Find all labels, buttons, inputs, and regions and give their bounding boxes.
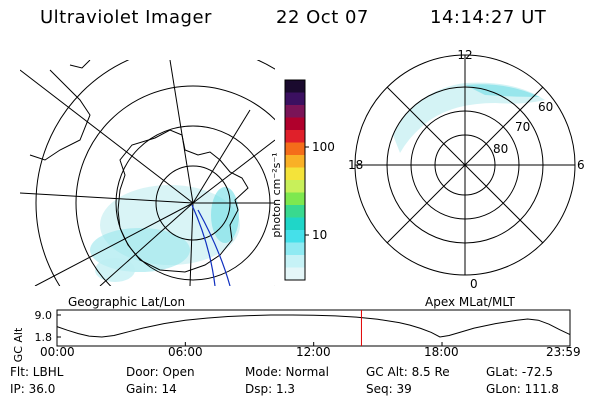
mlt-label-12: 12: [457, 48, 472, 62]
mlat-label-80: 80: [493, 142, 508, 156]
geographic-map: [20, 60, 275, 286]
mode-readout: Mode: Normal: [245, 365, 329, 379]
colorbar-swatch: [285, 80, 305, 93]
altitude-line: [56, 314, 571, 338]
apex-caption: Apex MLat/MLT: [425, 295, 515, 309]
mlt-label-6: 6: [577, 158, 585, 172]
date-label: 22 Oct 07: [276, 7, 369, 28]
ytick-9: 9.0: [35, 309, 53, 322]
auroral-emission-right: [393, 82, 545, 153]
colorbar-swatch: [285, 267, 305, 281]
seq-readout: Seq: 39: [366, 382, 412, 396]
ip-readout: IP: 36.0: [10, 382, 56, 396]
colorbar-swatch: [285, 130, 305, 143]
colorbar: photon cm⁻²s⁻¹: [270, 79, 309, 281]
mlat-label-60: 60: [538, 100, 553, 114]
time-label: 14:14:27 UT: [430, 7, 547, 28]
colorbar-swatch: [285, 167, 305, 181]
mlt-label-18: 18: [348, 158, 363, 172]
colorbar-tick-100: 100: [312, 140, 335, 154]
colorbar-swatch: [285, 255, 305, 268]
auroral-emission-left: [90, 185, 240, 282]
gc-alt-readout: GC Alt: 8.5 Re: [366, 365, 450, 379]
ytick-1-8: 1.8: [35, 331, 53, 344]
colorbar-swatch: [285, 217, 305, 231]
xtick-1200: 12:00: [296, 345, 331, 359]
xtick-0600: 06:00: [168, 345, 203, 359]
mlat-mlt-polar-plot: 12 18 6 0 60 70 80: [348, 48, 585, 291]
instrument-title: Ultraviolet Imager: [40, 7, 212, 28]
mlat-label-70: 70: [515, 120, 530, 134]
colorbar-swatch: [285, 155, 305, 168]
orbit-altitude-chart: GC Alt 9.0 1.8: [12, 309, 571, 362]
colorbar-swatch: [285, 230, 305, 243]
colorbar-swatch: [285, 205, 305, 218]
xtick-2359: 23:59: [546, 345, 581, 359]
dsp-readout: Dsp: 1.3: [245, 382, 296, 396]
filter-readout: Flt: LBHL: [10, 365, 64, 379]
gain-readout: Gain: 14: [126, 382, 177, 396]
door-readout: Door: Open: [126, 365, 195, 379]
colorbar-label: photon cm⁻²s⁻¹: [270, 152, 283, 237]
colorbar-swatch: [285, 192, 305, 206]
colorbar-swatch: [285, 180, 305, 193]
glat-readout: GLat: -72.5: [486, 365, 553, 379]
continent-outline: [117, 129, 249, 273]
chart-ylabel: GC Alt: [12, 327, 25, 362]
colorbar-swatch: [285, 242, 305, 256]
colorbar-swatch: [285, 117, 305, 131]
colorbar-tick-10: 10: [312, 228, 328, 242]
glon-readout: GLon: 111.8: [486, 382, 559, 396]
colorbar-swatch: [285, 92, 305, 106]
xtick-0000: 00:00: [40, 345, 75, 359]
colorbar-swatch: [285, 105, 305, 118]
mlt-label-0: 0: [470, 277, 478, 291]
geographic-caption: Geographic Lat/Lon: [68, 295, 186, 309]
xtick-1800: 18:00: [424, 345, 459, 359]
colorbar-swatch: [285, 142, 305, 156]
